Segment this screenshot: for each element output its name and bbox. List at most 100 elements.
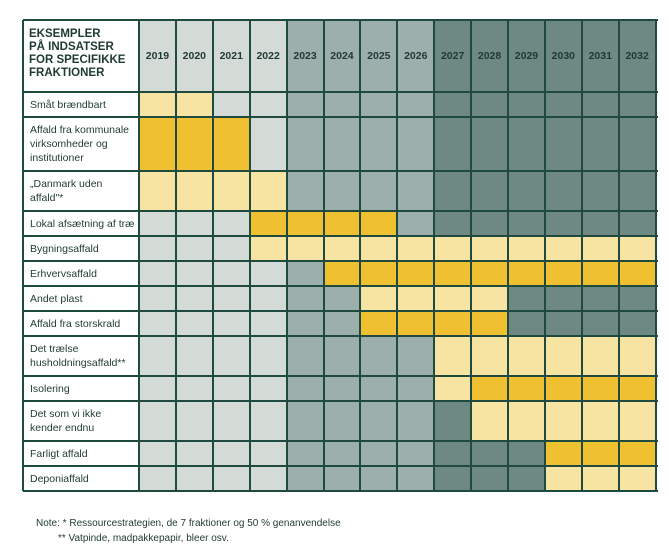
- timeline-cell: [434, 211, 472, 236]
- timeline-cell: [249, 336, 287, 376]
- timeline-cell: [397, 236, 435, 261]
- year-header-bg: [360, 20, 398, 92]
- timeline-cell: [175, 92, 213, 117]
- timeline-cell: [544, 261, 582, 286]
- year-label-2024: 2024: [330, 50, 354, 62]
- chart-title: EKSEMPLER PÅ INDSATSER FOR SPECIFIKKE FR…: [29, 28, 126, 79]
- timeline-cell: [175, 401, 213, 441]
- timeline-cell: [286, 401, 324, 441]
- timeline-cell: [618, 171, 656, 211]
- timeline-cell: [323, 171, 361, 211]
- timeline-cell: [175, 336, 213, 376]
- timeline-cell: [249, 261, 287, 286]
- timeline-cell: [212, 376, 250, 401]
- timeline-cell: [544, 92, 582, 117]
- grid-line-v: [543, 20, 546, 491]
- timeline-cell: [212, 261, 250, 286]
- timeline-cell: [544, 171, 582, 211]
- timeline-cell: [581, 117, 619, 171]
- year-header-bg: [471, 20, 508, 92]
- timeline-cell: [544, 441, 582, 466]
- timeline-cell: [508, 401, 545, 441]
- timeline-cell: [471, 286, 508, 311]
- timeline-cell: [286, 236, 324, 261]
- year-label-2026: 2026: [404, 50, 428, 62]
- timeline-cell: [397, 311, 435, 336]
- timeline-cell: [471, 336, 508, 376]
- timeline-cell: [544, 211, 582, 236]
- timeline-cell: [508, 92, 545, 117]
- row-label: Deponiaffald: [30, 472, 89, 485]
- row-label: Småt brændbart: [30, 98, 106, 111]
- year-header-bg: [434, 20, 472, 92]
- timeline-cell: [508, 376, 545, 401]
- timeline-cell: [175, 171, 213, 211]
- timeline-cell: [397, 336, 435, 376]
- year-label-2027: 2027: [440, 50, 465, 62]
- timeline-cell: [471, 261, 508, 286]
- timeline-cell: [581, 171, 619, 211]
- year-header-bg: [139, 20, 176, 92]
- timeline-cell: [434, 171, 472, 211]
- timeline-cell: [508, 466, 545, 491]
- timeline-cell: [360, 171, 398, 211]
- timeline-cell: [212, 286, 250, 311]
- grid-line-h: [23, 170, 658, 172]
- timeline-cell: [323, 401, 361, 441]
- grid-line-h: [23, 400, 658, 402]
- timeline-cell: [139, 236, 176, 261]
- timeline-cell: [397, 92, 435, 117]
- timeline-cell: [139, 286, 176, 311]
- timeline-cell: [360, 236, 398, 261]
- timeline-cell: [175, 117, 213, 171]
- timeline-cell: [249, 117, 287, 171]
- timeline-cell: [249, 466, 287, 491]
- grid-line-h: [23, 91, 658, 93]
- timeline-cell: [397, 261, 435, 286]
- timeline-cell: [175, 211, 213, 236]
- timeline-cell: [434, 236, 472, 261]
- timeline-cell: [508, 261, 545, 286]
- year-header-bg: [212, 20, 250, 92]
- year-label-2020: 2020: [182, 50, 207, 62]
- timeline-cell: [212, 236, 250, 261]
- timeline-cell: [175, 236, 213, 261]
- timeline-cell: [360, 336, 398, 376]
- timeline-cell: [212, 311, 250, 336]
- initiatives-timeline-chart: EKSEMPLER PÅ INDSATSER FOR SPECIFIKKE FR…: [22, 19, 658, 492]
- timeline-cell: [286, 286, 324, 311]
- timeline-cell: [544, 117, 582, 171]
- timeline-cell: [360, 401, 398, 441]
- year-header-bg: [618, 20, 656, 92]
- timeline-cell: [323, 336, 361, 376]
- timeline-cell: [618, 311, 656, 336]
- timeline-cell: [286, 92, 324, 117]
- year-header-bg: [544, 20, 582, 92]
- timeline-cell: [434, 336, 472, 376]
- timeline-cell: [471, 211, 508, 236]
- timeline-cell: [618, 261, 656, 286]
- timeline-cell: [581, 236, 619, 261]
- timeline-cell: [544, 401, 582, 441]
- year-label-2022: 2022: [256, 50, 280, 62]
- timeline-cell: [618, 466, 656, 491]
- grid-line-v: [248, 20, 251, 491]
- timeline-cell: [139, 401, 176, 441]
- timeline-cell: [249, 92, 287, 117]
- timeline-cell: [397, 171, 435, 211]
- grid-line-v: [211, 20, 214, 491]
- timeline-cell: [544, 376, 582, 401]
- row-label: Isolering: [30, 382, 70, 395]
- timeline-cell: [139, 171, 176, 211]
- timeline-cell: [581, 311, 619, 336]
- year-header-bg: [175, 20, 213, 92]
- timeline-cell: [397, 211, 435, 236]
- grid-line-h: [23, 116, 658, 118]
- timeline-cell: [397, 376, 435, 401]
- year-label-2028: 2028: [477, 50, 502, 62]
- timeline-cell: [249, 441, 287, 466]
- timeline-cell: [249, 211, 287, 236]
- timeline-cell: [360, 211, 398, 236]
- grid-line-v: [396, 20, 399, 491]
- timeline-cell: [434, 441, 472, 466]
